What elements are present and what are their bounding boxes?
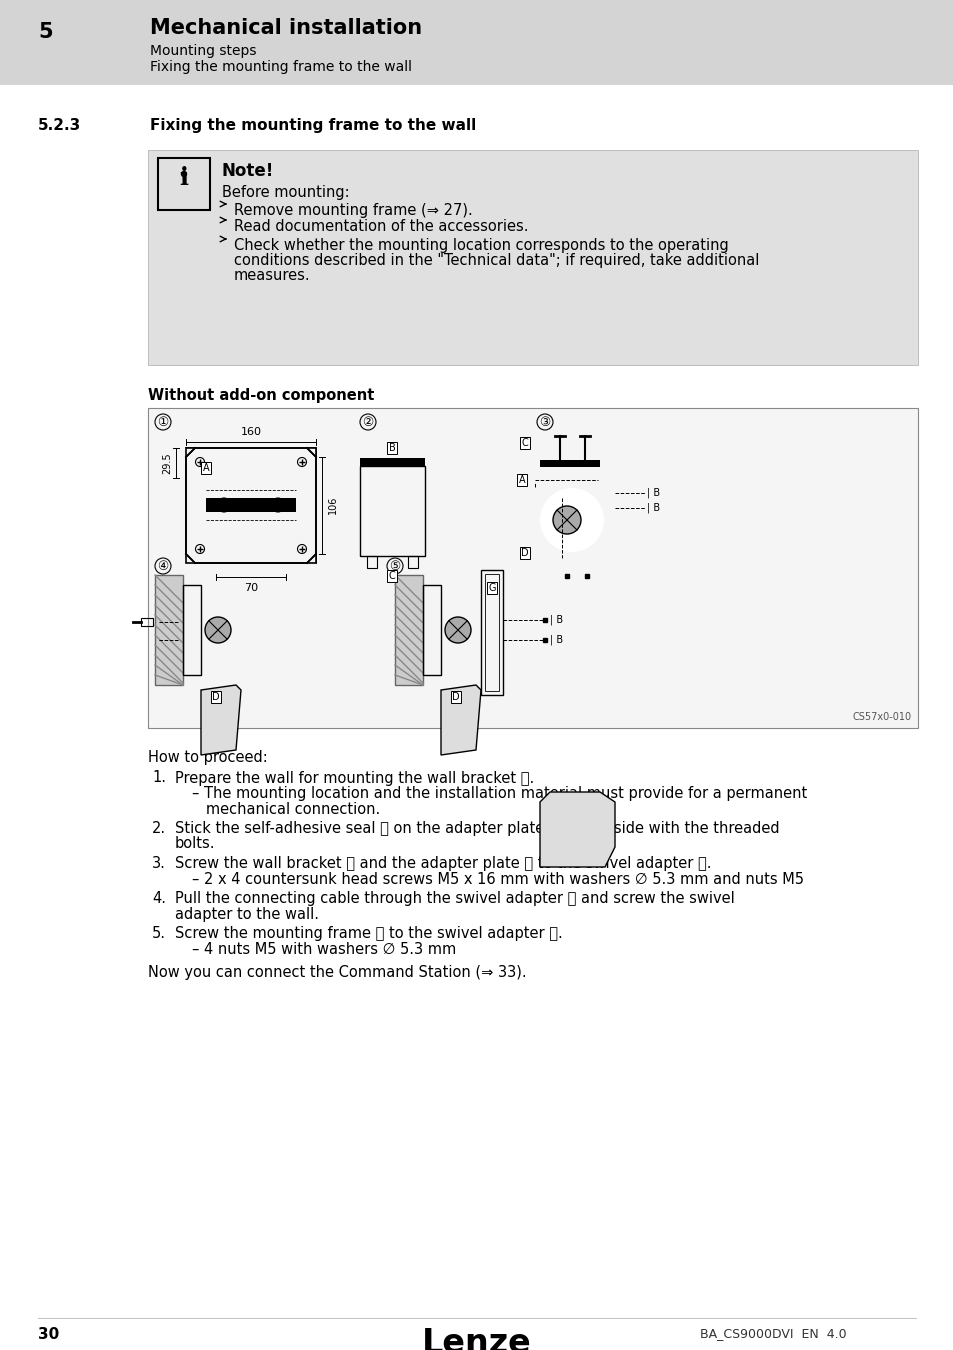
Text: | B: | B (646, 487, 659, 498)
Bar (367, 556, 376, 568)
Text: conditions described in the "Technical data"; if required, take additional: conditions described in the "Technical d… (233, 252, 759, 269)
Bar (206, 498, 295, 512)
Text: How to proceed:: How to proceed: (148, 751, 268, 765)
Text: Note!: Note! (222, 162, 274, 180)
Circle shape (205, 617, 231, 643)
Bar (422, 585, 440, 675)
Text: Mounting steps: Mounting steps (150, 45, 256, 58)
Text: G: G (488, 583, 496, 593)
Text: 5.2.3: 5.2.3 (38, 117, 81, 134)
Text: 5.: 5. (152, 926, 166, 941)
Text: Fixing the mounting frame to the wall: Fixing the mounting frame to the wall (150, 59, 412, 74)
Text: 106: 106 (328, 495, 337, 514)
Bar (186, 448, 315, 563)
Text: Mechanical installation: Mechanical installation (150, 18, 421, 38)
Bar (185, 554, 195, 563)
Text: Stick the self-adhesive seal Ⓑ on the adapter plate Ⓒ on the side with the threa: Stick the self-adhesive seal Ⓑ on the ad… (174, 821, 779, 836)
Bar (306, 554, 316, 563)
Bar (306, 447, 316, 458)
Text: C: C (388, 571, 395, 580)
Text: Fixing the mounting frame to the wall: Fixing the mounting frame to the wall (150, 117, 476, 134)
Bar (154, 575, 183, 684)
Text: Prepare the wall for mounting the wall bracket Ⓐ.: Prepare the wall for mounting the wall b… (174, 771, 534, 786)
Text: D: D (452, 693, 459, 702)
Text: ②: ② (362, 416, 374, 428)
Text: Check whether the mounting location corresponds to the operating: Check whether the mounting location corr… (233, 238, 728, 252)
Text: Before mounting:: Before mounting: (222, 185, 349, 200)
Text: ④: ④ (157, 559, 169, 572)
Text: 30: 30 (38, 1327, 59, 1342)
Bar (185, 447, 195, 458)
Bar (484, 574, 498, 691)
Text: Without add-on component: Without add-on component (148, 387, 374, 404)
Circle shape (359, 414, 375, 431)
Text: | B: | B (550, 634, 562, 645)
Text: ③: ③ (538, 416, 550, 428)
Text: mechanical connection.: mechanical connection. (192, 802, 380, 817)
Text: – 2 x 4 countersunk head screws M5 x 16 mm with washers ∅ 5.3 mm and nuts M5: – 2 x 4 countersunk head screws M5 x 16 … (192, 872, 803, 887)
Text: 1.: 1. (152, 771, 166, 786)
Bar (141, 618, 152, 626)
Bar (480, 570, 502, 695)
Circle shape (154, 558, 171, 574)
Text: i: i (179, 166, 189, 190)
Text: Read documentation of the accessories.: Read documentation of the accessories. (233, 219, 528, 234)
Polygon shape (201, 684, 241, 755)
Text: adapter to the wall.: adapter to the wall. (174, 906, 318, 922)
Text: C: C (521, 437, 528, 448)
Circle shape (181, 171, 186, 177)
Circle shape (444, 617, 471, 643)
Circle shape (553, 506, 580, 535)
Bar (408, 556, 417, 568)
Text: A: A (518, 475, 525, 485)
Text: 2.: 2. (152, 821, 166, 836)
Bar (186, 448, 315, 563)
Text: BA_CS9000DVI  EN  4.0: BA_CS9000DVI EN 4.0 (700, 1327, 845, 1341)
Circle shape (387, 558, 402, 574)
Text: Pull the connecting cable through the swivel adapter Ⓓ and screw the swivel: Pull the connecting cable through the sw… (174, 891, 734, 906)
Text: 5: 5 (38, 22, 52, 42)
Circle shape (537, 414, 553, 431)
Bar (359, 458, 424, 466)
Text: Screw the mounting frame Ⓖ to the swivel adapter Ⓓ.: Screw the mounting frame Ⓖ to the swivel… (174, 926, 562, 941)
Text: A: A (202, 463, 209, 472)
Text: 4.: 4. (152, 891, 166, 906)
Bar (148, 150, 917, 364)
Text: Lenze: Lenze (421, 1327, 532, 1350)
Text: 29.5: 29.5 (162, 452, 172, 474)
Text: D: D (520, 548, 528, 558)
Text: 160: 160 (240, 427, 261, 437)
Text: Remove mounting frame (⇒ 27).: Remove mounting frame (⇒ 27). (233, 202, 473, 217)
Circle shape (154, 414, 171, 431)
Polygon shape (539, 792, 615, 867)
Text: | B: | B (550, 614, 562, 625)
Text: Screw the wall bracket Ⓐ and the adapter plate Ⓒ to the swivel adapter Ⓓ.: Screw the wall bracket Ⓐ and the adapter… (174, 856, 711, 871)
Circle shape (539, 487, 603, 552)
Text: bolts.: bolts. (174, 837, 215, 852)
Bar (395, 575, 422, 684)
Text: 70: 70 (244, 583, 258, 593)
Bar (148, 408, 917, 728)
Bar (0, 0, 953, 85)
Text: D: D (212, 693, 219, 702)
Text: B: B (388, 443, 395, 454)
Text: – The mounting location and the installation material must provide for a permane: – The mounting location and the installa… (192, 786, 806, 801)
Bar (359, 466, 424, 556)
Text: ①: ① (157, 416, 169, 428)
Text: ⑤: ⑤ (389, 559, 400, 572)
Polygon shape (440, 684, 480, 755)
Bar (158, 158, 210, 211)
Text: 3.: 3. (152, 856, 166, 871)
Bar (183, 585, 201, 675)
Text: CS57x0-010: CS57x0-010 (852, 711, 911, 722)
Text: | B: | B (646, 502, 659, 513)
Text: Now you can connect the Command Station (⇒ 33).: Now you can connect the Command Station … (148, 965, 526, 980)
Text: measures.: measures. (233, 269, 311, 284)
Text: – 4 nuts M5 with washers ∅ 5.3 mm: – 4 nuts M5 with washers ∅ 5.3 mm (192, 941, 456, 957)
Bar (539, 460, 599, 467)
